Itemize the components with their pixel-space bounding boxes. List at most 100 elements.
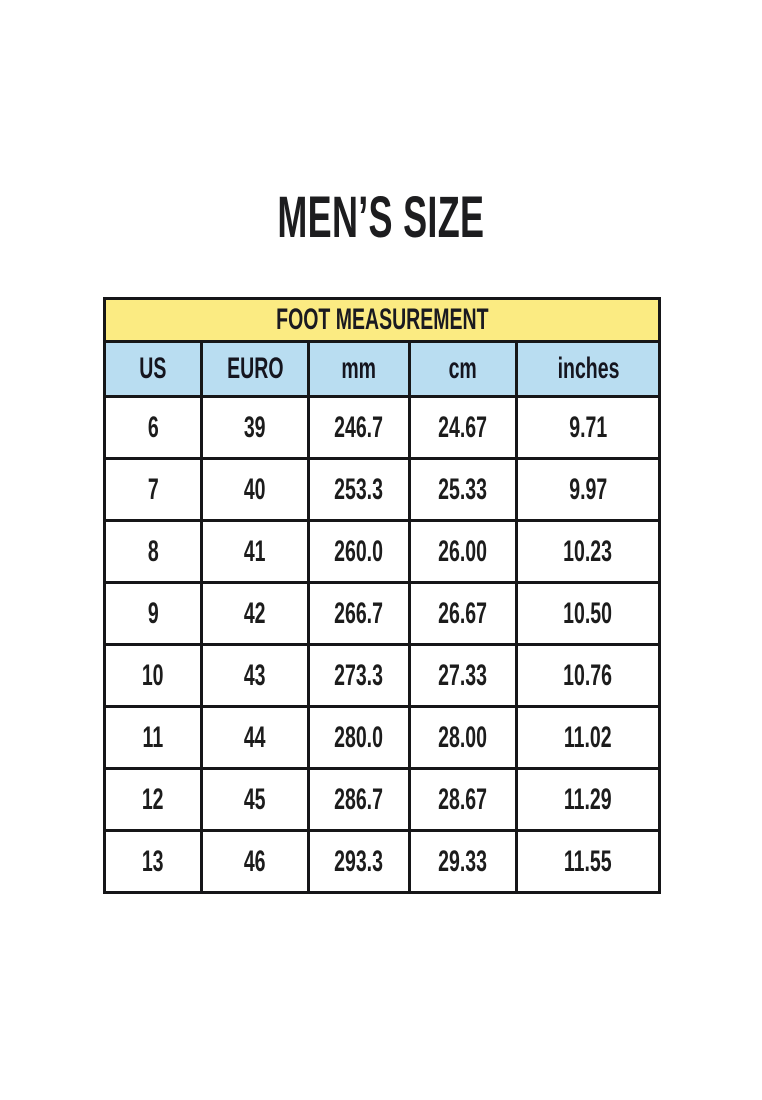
table-row: 12 45 286.7 28.67 11.29 <box>103 767 662 832</box>
cell-text: 26.00 <box>438 534 488 568</box>
table-cell: 45 <box>200 767 310 832</box>
cell-text: 10.76 <box>563 658 613 692</box>
table-cell: 43 <box>200 643 310 708</box>
table-cell: 7 <box>103 457 203 522</box>
table-cell: 10.76 <box>514 643 662 708</box>
cell-text: 11 <box>142 720 164 754</box>
cell-text: 42 <box>244 596 266 630</box>
column-header-us-label: US <box>139 352 167 385</box>
table-cell: 11 <box>103 705 203 770</box>
table-cell: 39 <box>200 395 310 460</box>
table-row: 10 43 273.3 27.33 10.76 <box>103 643 662 708</box>
cell-text: 41 <box>244 534 266 568</box>
column-header-mm: mm <box>307 340 411 398</box>
table-cell: 12 <box>103 767 203 832</box>
table-title-cell: FOOT MEASUREMENT <box>102 297 662 343</box>
table-cell: 29.33 <box>408 829 518 894</box>
table-cell: 6 <box>103 395 203 460</box>
page-title: MEN’S SIZE <box>0 185 762 250</box>
cell-text: 273.3 <box>334 658 384 692</box>
cell-text: 29.33 <box>438 844 488 878</box>
table-cell: 10.23 <box>514 519 662 584</box>
table-row: 13 46 293.3 29.33 11.55 <box>103 829 662 894</box>
cell-text: 45 <box>244 782 266 816</box>
table-title: FOOT MEASUREMENT <box>275 303 489 336</box>
table-row: 6 39 246.7 24.67 9.71 <box>103 395 662 460</box>
cell-text: 27.33 <box>438 658 488 692</box>
cell-text: 28.00 <box>438 720 488 754</box>
table-cell: 10.50 <box>514 581 662 646</box>
page-title-text: MEN’S SIZE <box>277 185 485 250</box>
cell-text: 25.33 <box>438 472 488 506</box>
table-row: 11 44 280.0 28.00 11.02 <box>103 705 662 770</box>
table-row: 8 41 260.0 26.00 10.23 <box>103 519 662 584</box>
table-title-row: FOOT MEASUREMENT <box>102 297 662 343</box>
cell-text: 11.29 <box>564 782 612 816</box>
table-row: 7 40 253.3 25.33 9.97 <box>103 457 662 522</box>
cell-text: 24.67 <box>438 410 488 444</box>
cell-text: 253.3 <box>334 472 384 506</box>
cell-text: 7 <box>147 472 159 506</box>
column-header-inches-label: inches <box>557 352 619 385</box>
cell-text: 10 <box>142 658 164 692</box>
table-cell: 42 <box>200 581 310 646</box>
table-cell: 9.71 <box>514 395 662 460</box>
table-cell: 11.29 <box>514 767 662 832</box>
table-cell: 26.67 <box>408 581 518 646</box>
cell-text: 266.7 <box>334 596 384 630</box>
cell-text: 293.3 <box>334 844 384 878</box>
cell-text: 11.02 <box>564 720 612 754</box>
table-cell: 28.00 <box>408 705 518 770</box>
column-header-euro-label: EURO <box>226 352 284 385</box>
cell-text: 9 <box>147 596 159 630</box>
table-cell: 41 <box>200 519 310 584</box>
table-cell: 280.0 <box>307 705 411 770</box>
table-cell: 40 <box>200 457 310 522</box>
cell-text: 26.67 <box>438 596 488 630</box>
table-cell: 8 <box>103 519 203 584</box>
cell-text: 280.0 <box>334 720 384 754</box>
column-header-inches: inches <box>514 340 662 398</box>
table-cell: 246.7 <box>307 395 411 460</box>
cell-text: 8 <box>147 534 159 568</box>
cell-text: 246.7 <box>334 410 384 444</box>
size-table-body: 6 39 246.7 24.67 9.71 7 40 253.3 25.33 9.97 8 41 260… <box>103 395 662 894</box>
table-cell: 293.3 <box>307 829 411 894</box>
cell-text: 28.67 <box>438 782 488 816</box>
cell-text: 286.7 <box>334 782 384 816</box>
table-cell: 26.00 <box>408 519 518 584</box>
cell-text: 12 <box>142 782 164 816</box>
table-cell: 11.02 <box>514 705 662 770</box>
table-cell: 27.33 <box>408 643 518 708</box>
cell-text: 10.50 <box>563 596 613 630</box>
column-header-cm: cm <box>408 340 518 398</box>
table-row: 9 42 266.7 26.67 10.50 <box>103 581 662 646</box>
table-cell: 11.55 <box>514 829 662 894</box>
table-cell: 46 <box>200 829 310 894</box>
table-cell: 9 <box>103 581 203 646</box>
table-cell: 44 <box>200 705 310 770</box>
column-header-row: US EURO mm cm inches <box>103 340 662 398</box>
cell-text: 44 <box>244 720 266 754</box>
table-cell: 10 <box>103 643 203 708</box>
cell-text: 260.0 <box>334 534 384 568</box>
column-header-cm-label: cm <box>448 352 478 385</box>
table-cell: 13 <box>103 829 203 894</box>
cell-text: 39 <box>244 410 266 444</box>
table-cell: 266.7 <box>307 581 411 646</box>
table-cell: 9.97 <box>514 457 662 522</box>
table-cell: 25.33 <box>408 457 518 522</box>
cell-text: 43 <box>244 658 266 692</box>
table-cell: 273.3 <box>307 643 411 708</box>
cell-text: 46 <box>244 844 266 878</box>
cell-text: 11.55 <box>564 844 612 878</box>
column-header-mm-label: mm <box>341 352 377 385</box>
column-header-us: US <box>103 340 203 398</box>
cell-text: 9.71 <box>569 410 608 444</box>
column-header-euro: EURO <box>200 340 310 398</box>
table-cell: 286.7 <box>307 767 411 832</box>
table-cell: 253.3 <box>307 457 411 522</box>
cell-text: 10.23 <box>563 534 613 568</box>
table-cell: 28.67 <box>408 767 518 832</box>
